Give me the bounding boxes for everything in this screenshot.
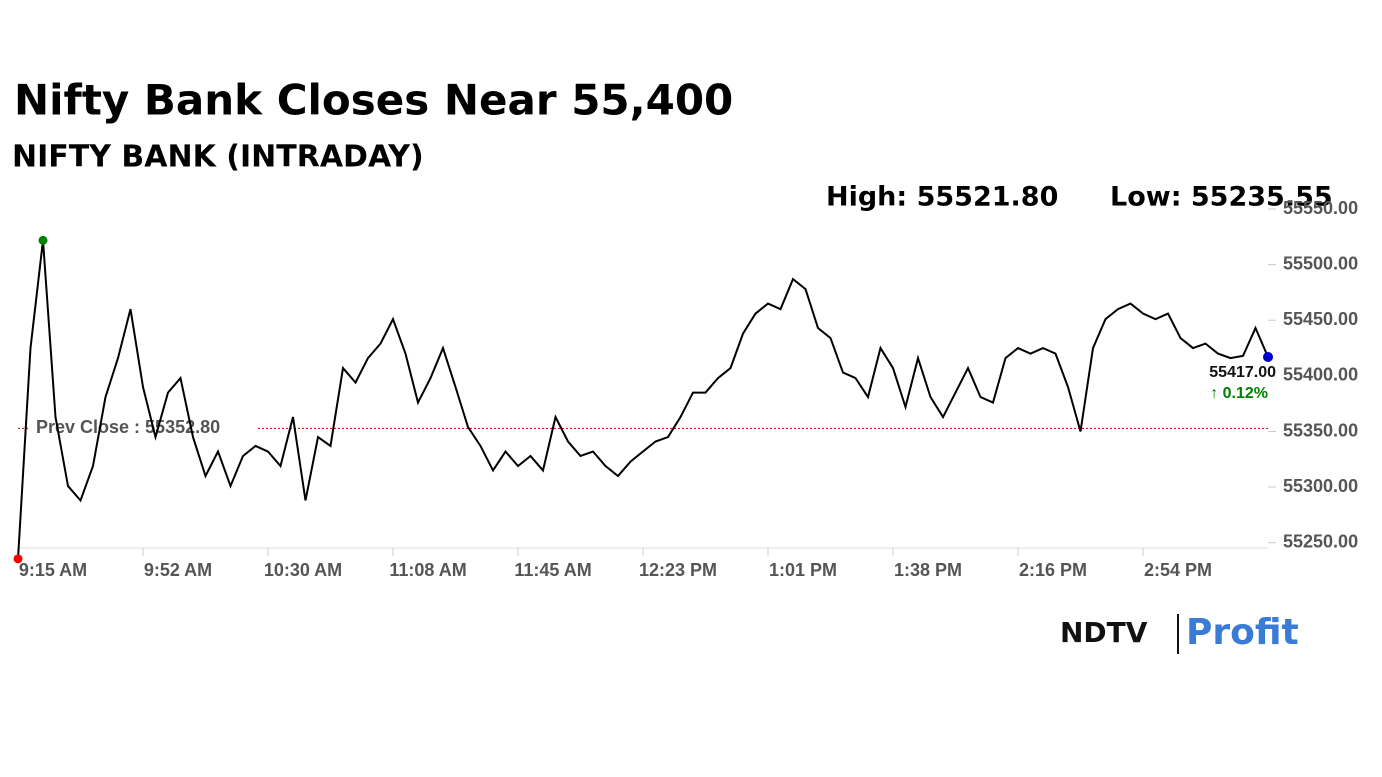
high-marker xyxy=(38,235,48,245)
x-tick-label: 1:01 PM xyxy=(769,560,837,580)
prev-close-box xyxy=(30,414,258,441)
y-tick-label: 55500.00 xyxy=(1283,253,1358,273)
x-tick-label: 12:23 PM xyxy=(639,560,717,580)
y-tick-label: 55450.00 xyxy=(1283,309,1358,329)
brand-ndtv: NDTV xyxy=(1060,616,1148,649)
low-label: Low: 55235.55 xyxy=(1110,182,1333,213)
last-price-label: 55417.00 xyxy=(1209,364,1276,381)
x-tick-label: 2:16 PM xyxy=(1019,560,1087,580)
x-tick-label: 9:15 AM xyxy=(19,560,87,580)
change-label: ↑ 0.12% xyxy=(1210,385,1268,402)
x-tick-label: 9:52 AM xyxy=(144,560,212,580)
x-tick-label: 2:54 PM xyxy=(1144,560,1212,580)
price-line xyxy=(17,240,1269,559)
low-marker xyxy=(13,554,23,564)
x-tick-label: 11:45 AM xyxy=(514,560,591,580)
high-label: High: 55521.80 xyxy=(826,182,1058,213)
x-tick-label: 1:38 PM xyxy=(894,560,962,580)
chart-title: Nifty Bank Closes Near 55,400 xyxy=(14,76,733,125)
chart-subtitle: NIFTY BANK (INTRADAY) xyxy=(12,140,424,175)
y-tick-label: 55350.00 xyxy=(1283,420,1358,440)
x-tick-label: 10:30 AM xyxy=(264,560,342,580)
y-tick-label: 55250.00 xyxy=(1283,532,1358,552)
y-tick-label: 55550.00 xyxy=(1283,198,1358,218)
x-tick-label: 11:08 AM xyxy=(389,560,466,580)
y-tick-label: 55400.00 xyxy=(1283,365,1358,385)
last-marker xyxy=(1263,351,1273,362)
y-tick-label: 55300.00 xyxy=(1283,476,1358,496)
prev-close-label: Prev Close : 55352.80 xyxy=(36,417,220,437)
brand-logo: NDTV Profit xyxy=(1060,612,1299,654)
brand-profit: Profit xyxy=(1186,612,1299,653)
